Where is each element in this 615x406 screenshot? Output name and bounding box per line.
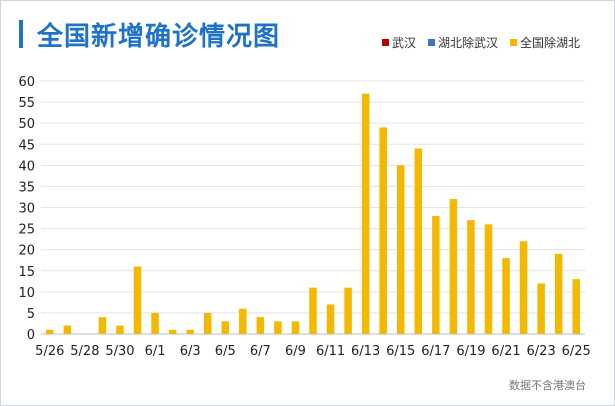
bar-6/21 xyxy=(502,258,510,334)
y-tick-label: 50 xyxy=(18,117,35,132)
bar-6/13 xyxy=(361,93,370,335)
bar-5/30 xyxy=(116,325,124,334)
y-tick-label: 55 xyxy=(18,96,35,111)
bar-6/18 xyxy=(449,199,458,334)
bar-6/2 xyxy=(168,329,177,334)
y-tick-label: 10 xyxy=(18,286,35,301)
x-tick-label: 6/21 xyxy=(491,344,520,359)
bar-6/22 xyxy=(519,241,528,334)
x-tick-label: 6/13 xyxy=(351,344,380,359)
bar-6/20 xyxy=(484,224,493,334)
bar-6/16 xyxy=(414,148,423,334)
y-tick-label: 25 xyxy=(18,223,35,238)
y-tick-label: 15 xyxy=(18,265,35,280)
bar-6/7 xyxy=(256,317,265,334)
legend-swatch xyxy=(427,39,435,46)
legend-label: 湖北除武汉 xyxy=(437,36,498,50)
y-tick-label: 30 xyxy=(18,202,35,217)
x-tick-label: 6/9 xyxy=(285,344,306,359)
legend-item-national-excl-hubei: 全国除湖北 xyxy=(509,34,580,51)
bar-6/15 xyxy=(396,165,405,334)
x-tick-label: 6/19 xyxy=(456,344,485,359)
y-tick-label: 20 xyxy=(18,244,35,259)
chart-title: 全国新增确诊情况图 xyxy=(37,22,281,52)
title-accent-bar xyxy=(19,20,23,48)
x-tick-label: 6/3 xyxy=(180,344,201,359)
bar-6/23 xyxy=(537,283,545,334)
legend-swatch xyxy=(509,39,517,46)
bar-5/29 xyxy=(98,317,107,334)
bar-6/9 xyxy=(291,321,300,334)
source-note: 数据不含港澳台 xyxy=(509,379,586,392)
bar-6/4 xyxy=(203,312,212,334)
bar-6/8 xyxy=(274,321,282,334)
bar-6/3 xyxy=(186,329,194,334)
bar-5/26 xyxy=(46,329,54,334)
x-tick-label: 6/5 xyxy=(215,344,236,359)
bar-5/27 xyxy=(63,325,72,334)
bar-6/12 xyxy=(344,287,352,334)
x-tick-label: 5/30 xyxy=(105,344,134,359)
y-tick-label: 45 xyxy=(18,138,35,153)
bar-6/17 xyxy=(432,215,440,334)
x-tick-label: 6/7 xyxy=(250,344,271,359)
x-tick-label: 6/23 xyxy=(527,344,556,359)
bar-5/31 xyxy=(133,266,142,334)
bar-6/25 xyxy=(572,279,580,334)
y-axis: 0 5 10 15 20 25 30 35 40 45 50 55 60 xyxy=(18,75,35,343)
x-tick-label: 5/28 xyxy=(70,344,99,359)
legend-item-hubei-excl-wuhan: 湖北除武汉 xyxy=(427,34,498,51)
x-tick-label: 6/1 xyxy=(145,344,166,359)
bar-6/11 xyxy=(326,304,335,334)
bar-6/19 xyxy=(467,220,475,334)
bar-6/5 xyxy=(221,321,230,334)
x-tick-label: 6/15 xyxy=(386,344,415,359)
bars xyxy=(46,93,580,335)
legend-label: 全国除湖北 xyxy=(519,36,580,50)
bar-6/14 xyxy=(379,127,387,334)
y-tick-label: 0 xyxy=(27,328,35,343)
legend-item-wuhan: 武汉 xyxy=(381,34,416,51)
x-tick-label: 5/26 xyxy=(35,344,64,359)
x-tick-label: 6/17 xyxy=(421,344,450,359)
y-tick-label: 35 xyxy=(18,180,35,195)
x-tick-label: 6/25 xyxy=(562,344,591,359)
bar-6/24 xyxy=(554,253,563,334)
legend-swatch xyxy=(381,39,389,46)
gridlines xyxy=(41,80,585,335)
bar-6/6 xyxy=(239,308,247,334)
y-tick-label: 60 xyxy=(18,75,35,90)
y-tick-label: 5 xyxy=(27,307,35,322)
legend-label: 武汉 xyxy=(391,36,416,50)
legend: 武汉 湖北除武汉 全国除湖北 xyxy=(370,34,580,51)
y-tick-label: 40 xyxy=(18,159,35,174)
bar-6/1 xyxy=(151,312,159,334)
x-tick-label: 6/11 xyxy=(316,344,345,359)
x-axis: 5/26 5/28 5/30 6/1 6/3 6/5 6/7 6/9 6/11 6/13 6/15 6… xyxy=(35,344,591,359)
bar-6/10 xyxy=(309,287,317,334)
